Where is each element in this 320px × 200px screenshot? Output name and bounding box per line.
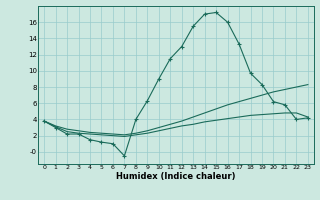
X-axis label: Humidex (Indice chaleur): Humidex (Indice chaleur) [116,172,236,181]
